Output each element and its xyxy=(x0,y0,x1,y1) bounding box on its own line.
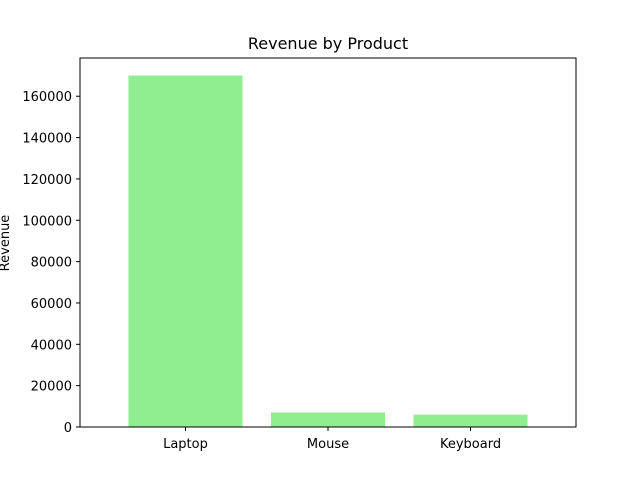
y-axis-label: Revenue xyxy=(0,215,13,272)
y-tick-label: 60000 xyxy=(31,297,72,312)
y-tick-label: 0 xyxy=(64,421,72,436)
y-axis-ticks: 0 20000 40000 60000 80000 100000 120000 140000 1… xyxy=(22,90,80,436)
y-tick-label: 120000 xyxy=(22,173,72,188)
x-tick-label-mouse: Mouse xyxy=(307,437,349,452)
chart-title: Revenue by Product xyxy=(248,34,408,53)
bar-laptop xyxy=(128,75,243,428)
bar-keyboard xyxy=(413,414,528,427)
bars-layer xyxy=(128,75,528,428)
y-tick-label: 40000 xyxy=(31,338,72,353)
plot-frame xyxy=(79,57,577,428)
y-tick-label: 140000 xyxy=(22,132,72,147)
y-tick-label: 160000 xyxy=(22,90,72,105)
x-tick-label-laptop: Laptop xyxy=(163,437,208,452)
y-tick-label: 20000 xyxy=(31,380,72,395)
y-tick-label: 80000 xyxy=(31,256,72,271)
y-tick-label: 100000 xyxy=(22,214,72,229)
x-tick-label-keyboard: Keyboard xyxy=(440,437,501,452)
x-axis-ticks: Laptop Mouse Keyboard xyxy=(163,427,501,452)
bar-mouse xyxy=(270,412,386,427)
